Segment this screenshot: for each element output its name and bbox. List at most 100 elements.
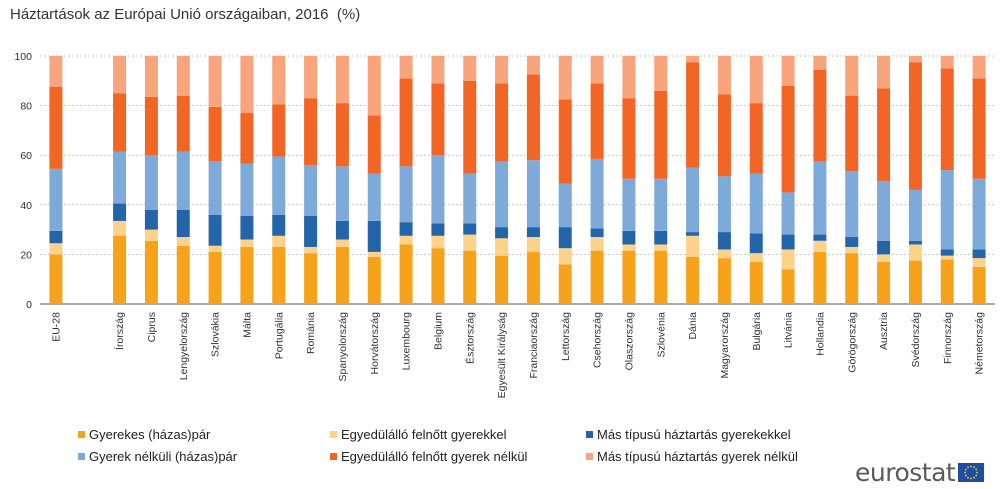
x-tick-label: Szlovénia [655,312,667,358]
bar-segment [208,251,222,304]
bar-segment [240,215,254,240]
bar-segment [113,203,127,221]
x-tick-label: Németország [974,312,986,375]
y-tick-label: 60 [20,150,32,162]
bar-segment [208,161,222,215]
bar-segment [367,251,381,257]
bar-segment [686,167,700,233]
bar-segment [877,88,891,182]
bar-segment [590,228,604,238]
bar-segment [908,56,922,63]
bar-segment [113,220,127,236]
bar-segment [526,251,540,304]
x-tick-label: Magyarország [719,312,731,379]
bar-segment [367,256,381,304]
bar-segment [972,258,986,267]
bar-segment [717,232,731,250]
bar-segment [908,260,922,304]
bar-segment [240,239,254,247]
bar-segment [813,251,827,304]
bar-segment [113,56,127,94]
bar-segment [686,56,700,63]
bar-segment [399,78,413,167]
eurostat-logo: eurostat [855,458,985,487]
bar-segment [49,56,63,87]
bar-segment [240,113,254,164]
x-tick-label: Lengyelország [178,312,190,380]
gridlines [40,55,995,305]
bar-segment [208,106,222,162]
legend-swatch [78,453,85,460]
bar-segment [335,103,349,167]
bar-segment [813,56,827,70]
bar-segment [558,56,572,100]
bar-segment [367,56,381,116]
bar-segment [940,249,954,256]
legend-label: Más típusú háztartás gyerekekkel [597,427,791,442]
bar-segment [845,246,859,254]
bar-segment [463,250,477,304]
bar-segment [176,245,190,304]
bar-segment [845,237,859,247]
bar-segment [654,244,668,251]
bar-segment [749,261,763,304]
legend-label: Egyedülálló felnőtt gyerek nélkül [341,449,528,464]
bar-segment [781,85,795,193]
bar-segment [335,166,349,221]
bar-segment [431,235,445,249]
x-tick-label: Finnország [942,312,954,364]
x-tick-label: Olaszország [623,312,635,371]
bar-segment [208,245,222,252]
bar-segment [590,83,604,159]
bar-segment [654,230,668,245]
bar-segment [495,238,509,256]
bar-segment [463,56,477,81]
bar-segment [940,68,954,171]
bar-segment [526,74,540,161]
x-tick-label: Hollandia [814,312,826,356]
bar-segment [558,227,572,249]
x-axis-labels: EU-28 Írország Ciprus Lengyelország Szlováki… [50,312,985,399]
bar-segment [176,56,190,96]
bar-segment [558,264,572,304]
bar-segment [558,99,572,184]
bar-segment [144,209,158,230]
bar-segment [654,56,668,91]
x-tick-label: Horvátország [369,312,381,375]
legend-item: Egyedülálló felnőtt gyerekkel [330,427,507,442]
bar-segment [877,261,891,304]
bar-segment [526,227,540,238]
y-axis: 0 20 40 60 80 100 [14,51,32,311]
bar-segment [813,234,827,241]
bar-segment [431,56,445,84]
bar-segment [526,160,540,228]
y-tick-label: 100 [14,51,32,63]
x-tick-label: EU-28 [50,312,62,342]
bar-segment [686,235,700,257]
x-tick-label: Ciprus [146,312,158,342]
x-tick-label: Litvánia [783,312,795,348]
bar-segment [781,56,795,86]
bar-segment [144,96,158,156]
x-tick-label: Ausztria [878,312,890,350]
bar-segment [717,94,731,177]
bar-segment [877,254,891,262]
bar-segment [749,56,763,104]
bar-segment [495,227,509,239]
bar-segment [526,56,540,75]
bar-segment [335,239,349,247]
bar-segment [717,176,731,233]
bar-segment [144,240,158,304]
bar-segment [144,56,158,97]
x-tick-label: Franciaország [528,312,540,379]
bar-segment [463,234,477,251]
bar-segment [176,95,190,152]
legend-item: Gyerek nélküli (házas)pár [78,449,237,464]
bar-segment [431,223,445,236]
y-tick-label: 40 [20,200,32,212]
logo-text: eurostat [855,458,956,487]
legend-item: Egyedülálló felnőtt gyerek nélkül [330,449,527,464]
bars [49,56,986,304]
bar-segment [431,83,445,156]
bar-segment [622,230,636,245]
